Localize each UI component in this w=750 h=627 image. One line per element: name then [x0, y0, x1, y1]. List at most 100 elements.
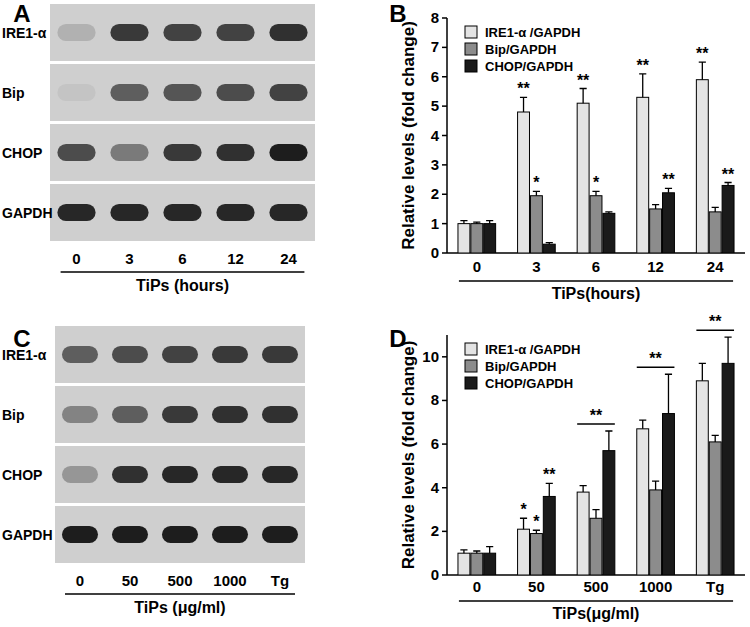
band [212, 526, 248, 543]
band [57, 144, 95, 161]
group-significance: ** [649, 350, 662, 367]
band [262, 526, 298, 543]
y-tick-label: 10 [422, 348, 439, 365]
y-label: Relative levels (fold change) [399, 21, 418, 250]
band [110, 204, 148, 221]
x-label: TiPs(hours) [552, 285, 641, 302]
bar [637, 429, 649, 575]
error-bar [533, 530, 540, 533]
x-tick-label: 0 [473, 258, 481, 275]
band [262, 466, 298, 483]
bar [543, 496, 555, 575]
legend-swatch [465, 43, 477, 55]
y-tick-label: 0 [431, 244, 439, 261]
y-tick [442, 164, 447, 166]
blot-strip [50, 184, 315, 241]
band [269, 204, 307, 221]
y-tick [442, 252, 447, 254]
bar [590, 518, 602, 575]
blot-strip [55, 446, 305, 503]
x-tick-label: 6 [592, 258, 600, 275]
label-underline [459, 600, 733, 602]
error-bar [546, 243, 553, 244]
y-tick-label: 2 [431, 522, 439, 539]
bar [709, 212, 721, 253]
band [163, 204, 201, 221]
error-bar [605, 212, 612, 213]
error-bar [473, 551, 480, 553]
error-bar [639, 74, 646, 98]
blot-strip [50, 4, 315, 61]
significance: ** [722, 166, 735, 183]
legend-swatch [465, 377, 477, 389]
error-bar [520, 97, 527, 112]
band [62, 526, 98, 543]
error-bar [520, 518, 527, 529]
bar [709, 442, 721, 575]
y-tick [442, 574, 447, 576]
label-underline [61, 271, 305, 273]
band [216, 144, 254, 161]
bar [696, 381, 708, 575]
legend-swatch [465, 26, 477, 38]
bar [530, 196, 542, 253]
y-label: Relative levels (fold change) [399, 341, 418, 570]
x-tick-label: Tg [706, 578, 724, 595]
band [110, 144, 148, 161]
error-bar [546, 483, 553, 496]
error-bar [639, 420, 646, 429]
error-bar [486, 221, 493, 224]
blot-strip [55, 506, 305, 563]
error-bar [580, 486, 587, 493]
blot-strip [55, 386, 305, 443]
band [62, 466, 98, 483]
band [110, 84, 148, 101]
error-bar [699, 62, 706, 80]
y-tick-label: 1 [431, 215, 439, 232]
bar [696, 80, 708, 253]
lane-label: 0 [76, 572, 84, 589]
significance: ** [662, 171, 675, 188]
legend-swatch [465, 360, 477, 372]
bar [663, 193, 675, 253]
y-tick-label: 4 [431, 479, 440, 496]
lane-label: Tg [271, 572, 289, 589]
band [62, 346, 98, 363]
y-tick-label: 0 [431, 566, 439, 583]
x-tick-label: 24 [707, 258, 724, 275]
bar [637, 97, 649, 253]
band [57, 84, 95, 101]
bar [650, 209, 662, 253]
error-bar [699, 363, 706, 380]
band [216, 84, 254, 101]
bar [484, 553, 496, 575]
error-bar [712, 435, 719, 442]
y-tick-label: 4 [431, 127, 440, 144]
y-tick-label: 5 [431, 97, 439, 114]
legend-label: IRE1-α /GAPDH [485, 25, 580, 40]
row-label: IRE1-α [2, 25, 47, 41]
legend-swatch [465, 60, 477, 72]
legend-label: CHOP/GAPDH [485, 59, 573, 74]
bar [603, 213, 615, 253]
bar [722, 363, 734, 575]
x-tick-label: 3 [532, 258, 540, 275]
lane-label: 0 [72, 250, 80, 267]
blot-strip [50, 124, 315, 181]
band [216, 24, 254, 41]
band [110, 24, 148, 41]
bar [650, 490, 662, 575]
significance: ** [517, 80, 530, 97]
band [57, 204, 95, 221]
error-bar [592, 191, 599, 195]
error-bar [580, 89, 587, 104]
panel-letter: A [13, 0, 30, 27]
band [163, 24, 201, 41]
x-tick-label: 50 [528, 578, 545, 595]
bar [458, 553, 470, 575]
row-label: GAPDH [2, 527, 53, 543]
lane-label: 3 [125, 250, 133, 267]
band [112, 526, 148, 543]
legend-label: Bip/GAPDH [485, 42, 557, 57]
error-bar [592, 510, 599, 519]
